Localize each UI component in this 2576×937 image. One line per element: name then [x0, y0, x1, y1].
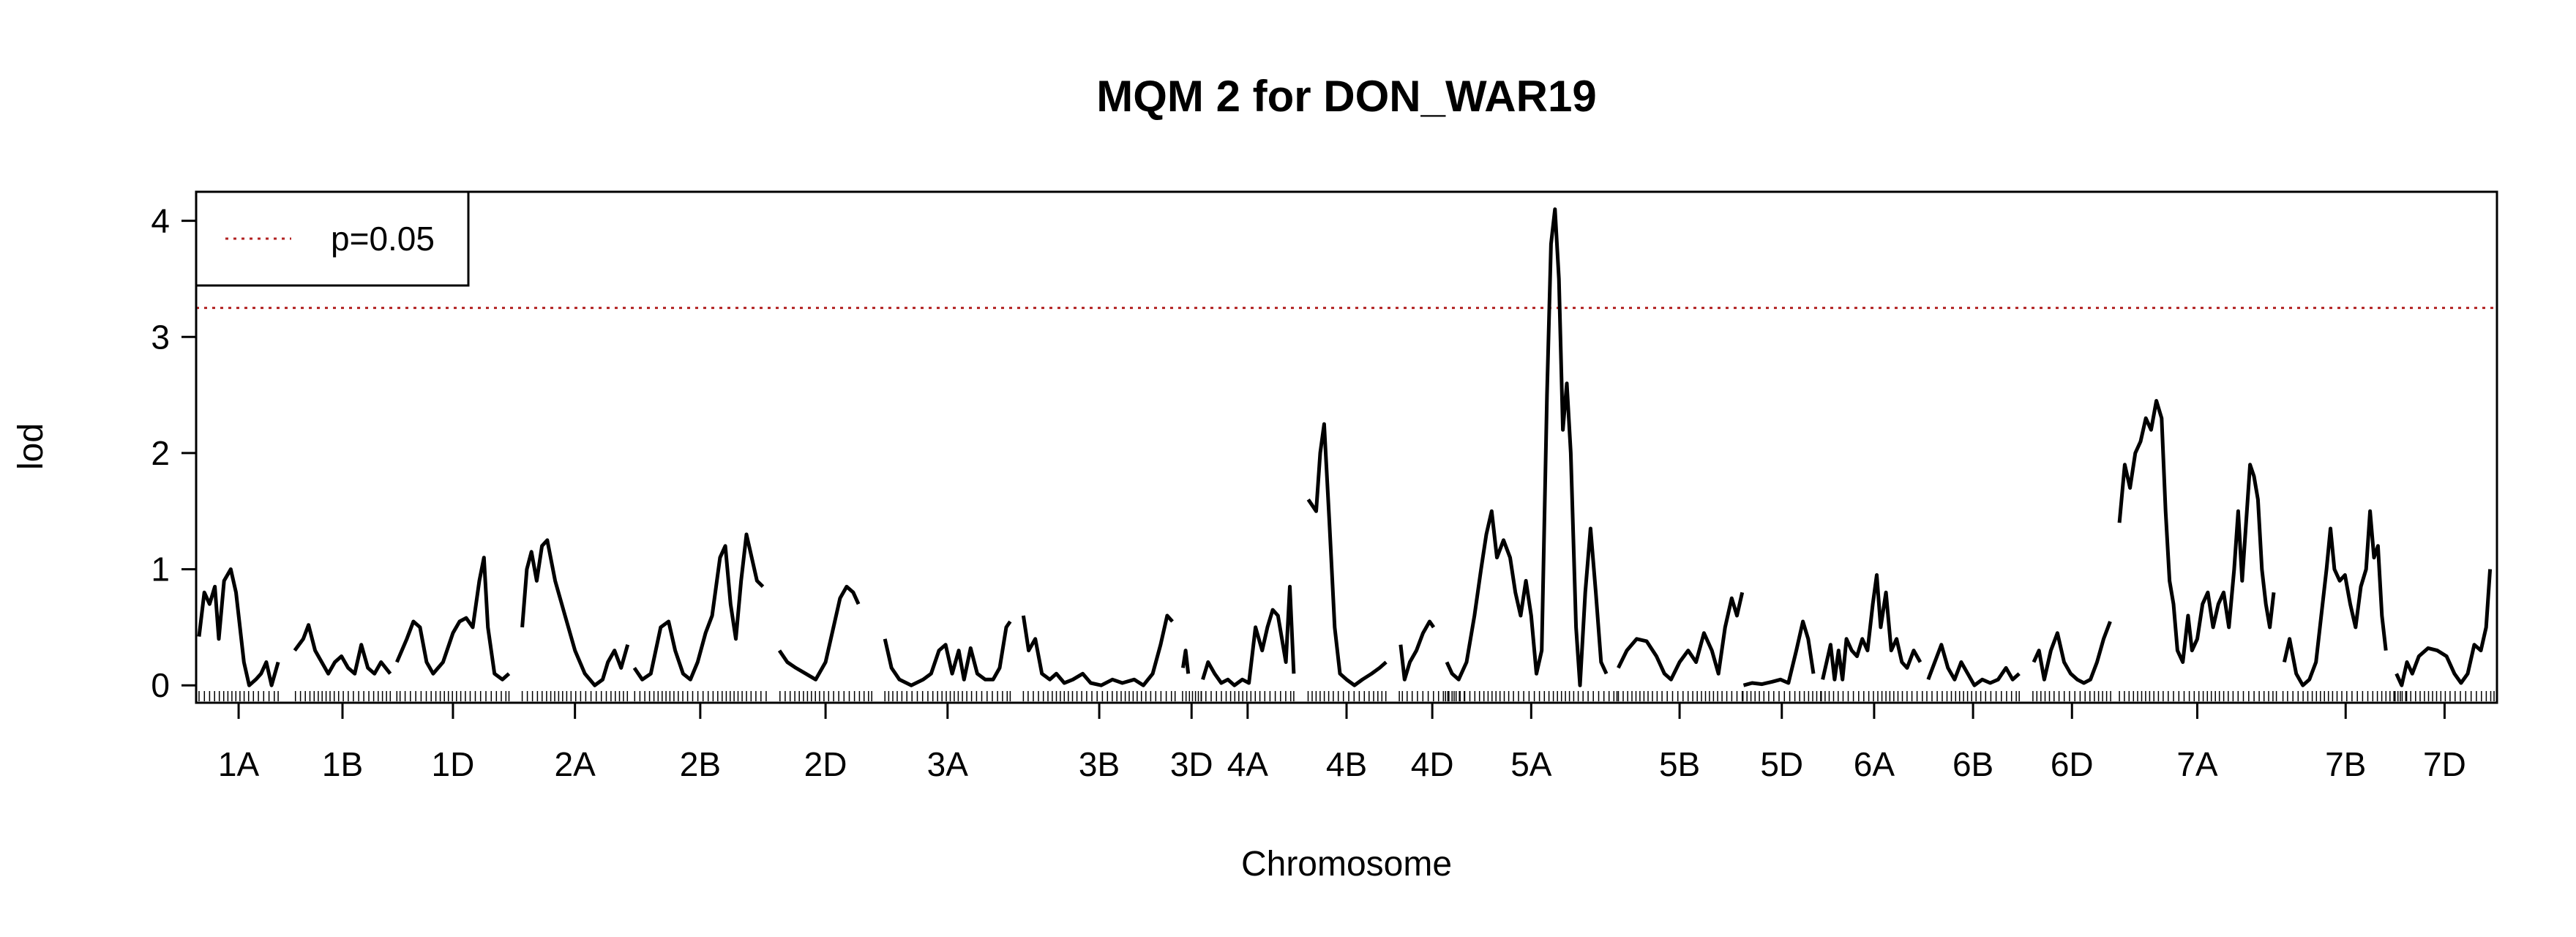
x-tick-label-2d: 2D: [804, 745, 847, 783]
x-tick-label-6b: 6B: [1952, 745, 1993, 783]
x-tick-label-4b: 4B: [1326, 745, 1367, 783]
x-tick-label-1d: 1D: [432, 745, 475, 783]
x-tick-label-7b: 7B: [2325, 745, 2366, 783]
x-tick-label-7a: 7A: [2176, 745, 2218, 783]
x-tick-label-5a: 5A: [1510, 745, 1552, 783]
x-tick-label-1a: 1A: [218, 745, 260, 783]
y-axis-label: lod: [12, 423, 50, 470]
lod-curve-6b: [1926, 643, 2021, 687]
lod-curve-5d: [1742, 619, 1816, 687]
chart-title: MQM 2 for DON_WAR19: [1096, 72, 1596, 121]
x-tick-label-5b: 5B: [1659, 745, 1700, 783]
lod-curve-2b: [632, 532, 765, 682]
x-tick-label-4d: 4D: [1411, 745, 1454, 783]
x-tick-label-4a: 4A: [1227, 745, 1269, 783]
legend-threshold-label: p=0.05: [331, 220, 435, 258]
lod-curve-6d: [2032, 621, 2112, 685]
x-tick-label-1b: 1B: [322, 745, 363, 783]
y-tick-label: 2: [151, 434, 170, 472]
x-tick-label-3b: 3B: [1079, 745, 1120, 783]
lod-curves: [197, 207, 2493, 687]
x-tick-label-3d: 3D: [1170, 745, 1213, 783]
x-tick-label-6d: 6D: [2051, 745, 2094, 783]
lod-curve-7d: [2395, 569, 2493, 687]
x-tick-label-3a: 3A: [927, 745, 969, 783]
marker-ticks: [198, 691, 2495, 701]
lod-curve-3b: [1021, 613, 1174, 687]
lod-curve-4a: [1201, 584, 1296, 687]
y-tick-label: 0: [151, 666, 170, 704]
y-tick-label: 4: [151, 202, 170, 240]
lod-curve-3a: [883, 620, 1012, 687]
lod-curve-1d: [395, 556, 511, 682]
lod-curve-4d: [1399, 619, 1436, 682]
y-axis: 0 1 2 3 4: [151, 202, 196, 704]
lod-curve-4b: [1306, 422, 1388, 687]
marker-rug: [198, 691, 2495, 701]
x-axis: 1A 1B 1D 2A 2B 2D 3A 3B 3D 4A 4B 4D 5A 5B 5D 6A 6B 6D 7A 7B…: [218, 703, 2466, 783]
lod-curve-1a: [197, 567, 280, 687]
lod-curve-2d: [777, 584, 861, 682]
lod-curve-2a: [520, 538, 630, 687]
plot-frame: [195, 190, 2498, 704]
legend: p=0.05: [195, 190, 470, 287]
y-tick-label: 3: [151, 318, 170, 356]
lod-curve-7b: [2282, 509, 2388, 687]
lod-curve-1b: [293, 623, 392, 676]
x-tick-label-7d: 7D: [2423, 745, 2466, 783]
x-axis-label: Chromosome: [1241, 845, 1452, 884]
x-tick-label-6a: 6A: [1854, 745, 1895, 783]
lod-curve-7a: [2117, 399, 2276, 664]
lod-curve-5b: [1617, 591, 1745, 682]
lod-curve-6a: [1821, 573, 1922, 682]
lod-curve-5a: [1445, 207, 1609, 687]
x-tick-label-2b: 2B: [680, 745, 721, 783]
x-tick-label-5d: 5D: [1760, 745, 1803, 783]
x-tick-label-2a: 2A: [555, 745, 596, 783]
y-tick-label: 1: [151, 550, 170, 589]
lod-curve-3d: [1181, 649, 1191, 674]
